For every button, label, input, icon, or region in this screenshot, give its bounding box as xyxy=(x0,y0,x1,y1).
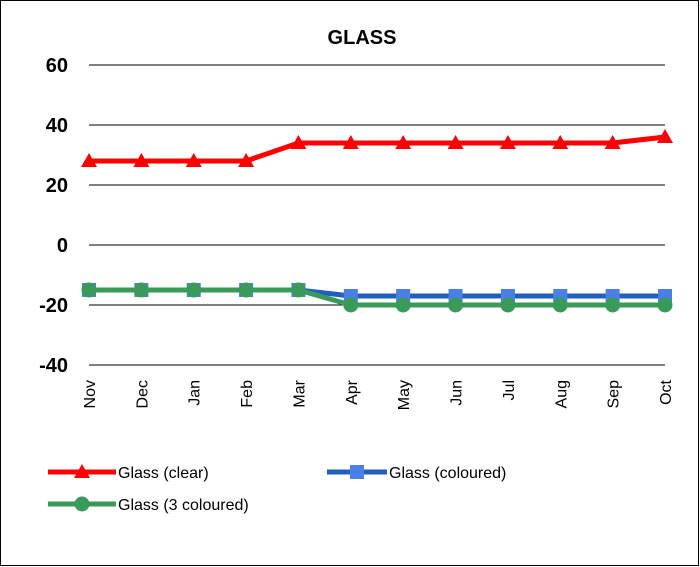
y-tick-label: -20 xyxy=(39,295,68,317)
circle-marker xyxy=(343,297,359,313)
triangle-marker xyxy=(395,135,412,149)
x-tick-label: Mar xyxy=(291,379,308,407)
circle-marker xyxy=(74,496,90,512)
circle-marker xyxy=(133,282,149,298)
series-line xyxy=(89,287,665,308)
x-tick-label: Nov xyxy=(82,380,99,408)
y-axis-ticks: -40 -20 0 20 40 60 xyxy=(39,55,68,377)
triangle-marker xyxy=(342,135,359,149)
series-line xyxy=(89,134,666,164)
y-tick-label: -40 xyxy=(39,355,68,377)
y-tick-label: 20 xyxy=(46,175,68,197)
x-tick-label: Feb xyxy=(239,380,256,408)
circle-marker xyxy=(290,282,306,298)
circle-marker xyxy=(552,297,568,313)
y-tick-label: 0 xyxy=(57,235,68,257)
legend-label: Glass (coloured) xyxy=(389,465,506,482)
triangle-marker xyxy=(133,153,150,167)
triangle-marker xyxy=(604,135,621,149)
chart-title: GLASS xyxy=(328,27,397,49)
legend-label: Glass (clear) xyxy=(118,465,209,482)
x-tick-label: Jun xyxy=(449,380,466,406)
x-tick-label: Jan xyxy=(187,380,204,406)
x-tick-label: May xyxy=(396,380,413,410)
circle-marker xyxy=(448,297,464,313)
x-tick-label: Sep xyxy=(606,380,623,409)
triangle-marker xyxy=(499,135,516,149)
x-axis-ticks: Nov Dec Jan Feb Mar Apr May Jun Jul Aug Sep Oct xyxy=(82,379,675,410)
triangle-marker xyxy=(657,129,673,143)
legend: Glass (clear) Glass (coloured) Glass (3 co… xyxy=(48,464,506,514)
triangle-marker xyxy=(290,135,307,149)
legend-label: Glass (3 coloured) xyxy=(118,497,249,514)
circle-marker xyxy=(500,297,516,313)
series-2 xyxy=(82,283,672,303)
series-3 xyxy=(81,282,673,313)
x-tick-label: Oct xyxy=(658,379,675,404)
x-tick-label: Jul xyxy=(501,380,518,400)
x-tick-label: Apr xyxy=(344,379,361,405)
circle-marker xyxy=(238,282,254,298)
triangle-marker xyxy=(238,153,255,167)
square-marker xyxy=(350,465,364,479)
legend-item: Glass (clear) xyxy=(48,464,209,482)
y-tick-label: 60 xyxy=(46,55,68,77)
triangle-marker xyxy=(552,135,569,149)
circle-marker xyxy=(657,297,673,313)
triangle-marker xyxy=(185,153,202,167)
triangle-marker xyxy=(447,135,464,149)
x-tick-label: Dec xyxy=(134,380,151,408)
x-tick-label: Aug xyxy=(553,380,570,408)
triangle-marker xyxy=(74,464,90,478)
triangle-marker xyxy=(81,153,97,167)
gridlines xyxy=(89,64,665,366)
circle-marker xyxy=(81,282,97,298)
circle-marker xyxy=(186,282,202,298)
series-1 xyxy=(81,129,673,167)
circle-marker xyxy=(605,297,621,313)
circle-marker xyxy=(395,297,411,313)
y-tick-label: 40 xyxy=(46,115,68,137)
series-group xyxy=(81,129,673,313)
legend-item: Glass (coloured) xyxy=(327,465,506,482)
legend-item: Glass (3 coloured) xyxy=(48,496,249,514)
